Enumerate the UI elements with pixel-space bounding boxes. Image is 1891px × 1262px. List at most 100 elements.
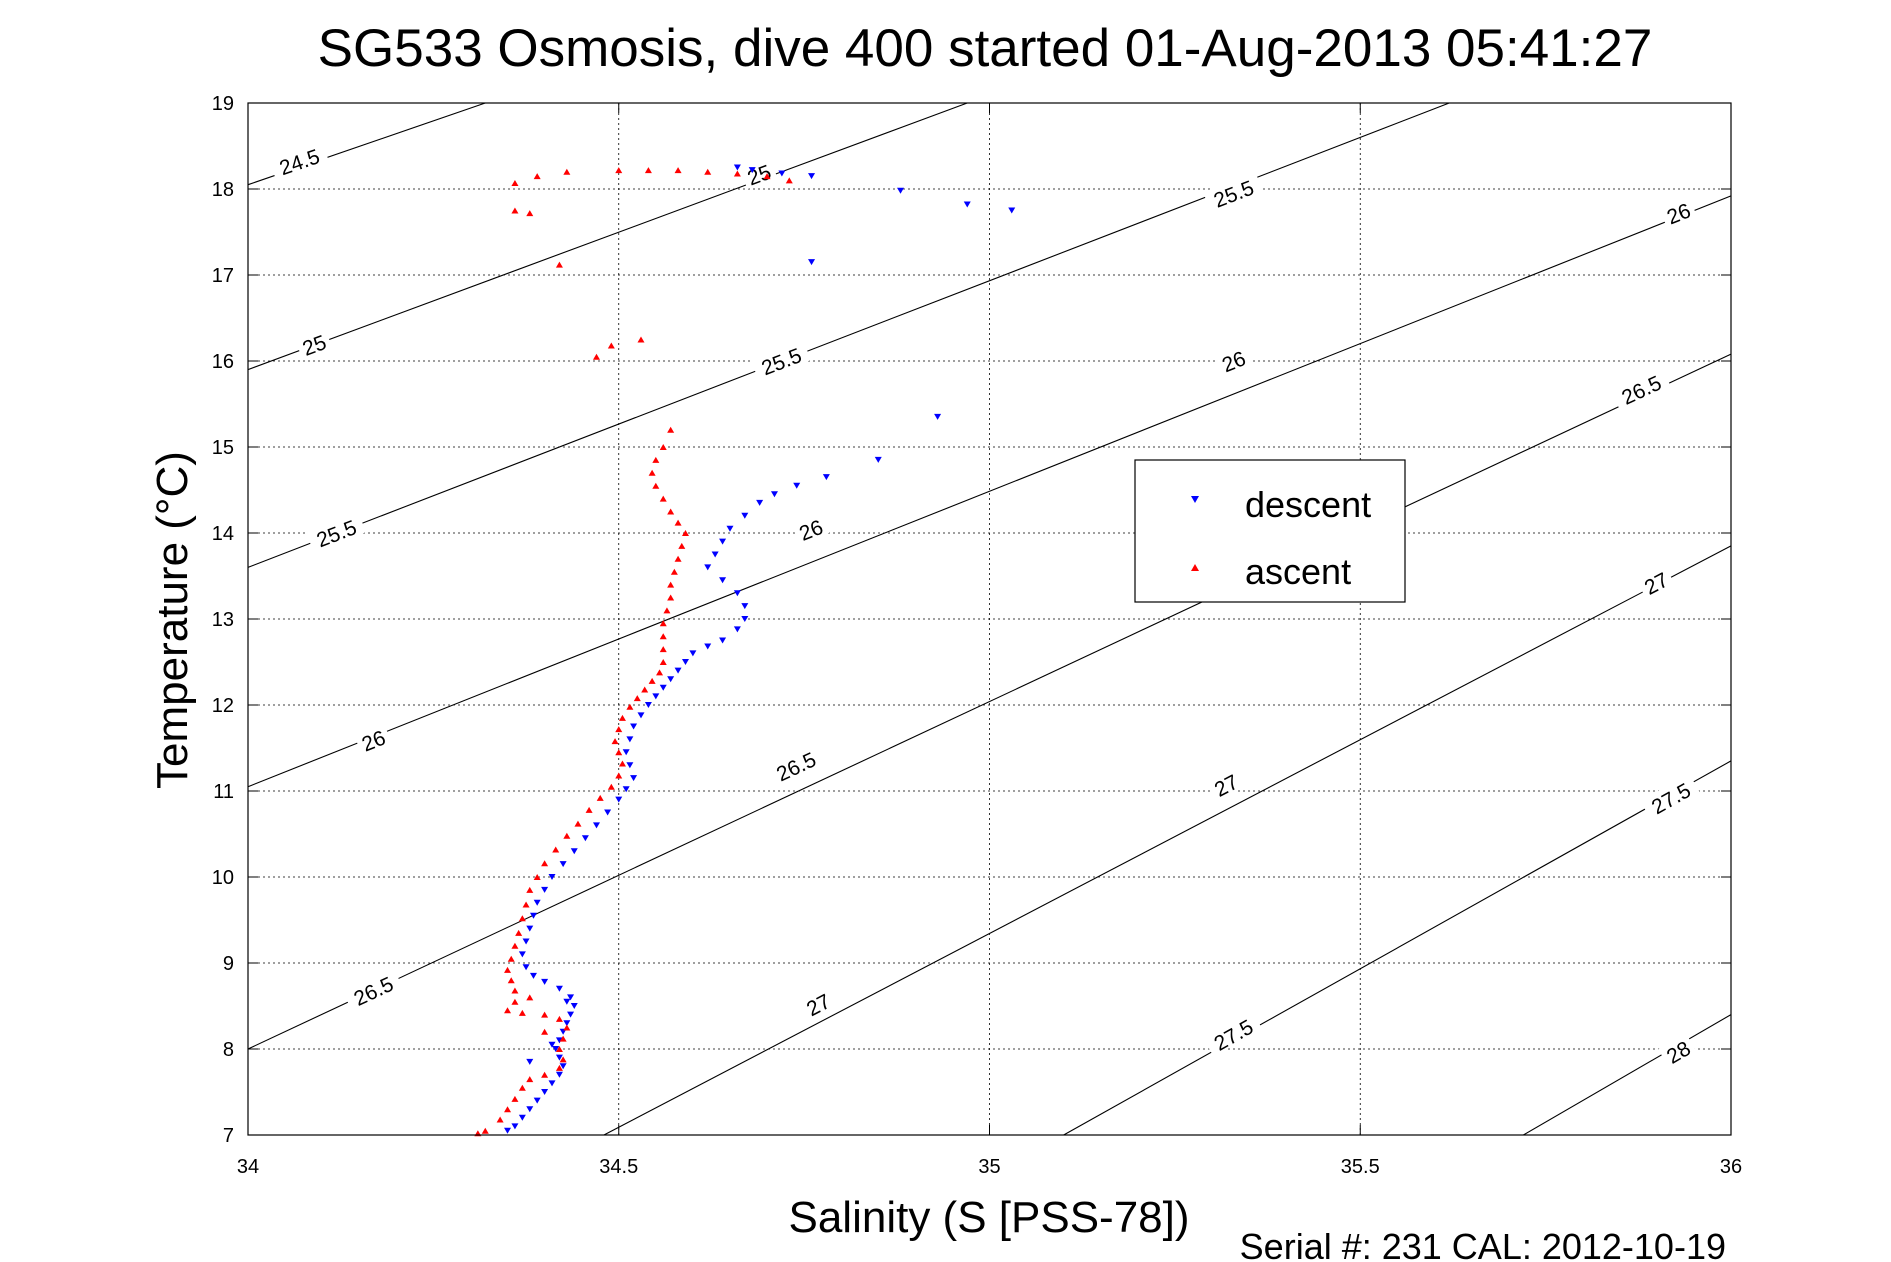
descent-point [559, 861, 567, 868]
descent-point [504, 1127, 512, 1134]
descent-point [622, 749, 630, 756]
contour-label-gap [1610, 366, 1671, 411]
ascent-point [659, 633, 667, 640]
ascent-point [507, 955, 515, 962]
descent-point [626, 736, 634, 743]
descent-point [741, 603, 749, 610]
y-tick-label: 15 [212, 437, 234, 459]
ascent-point [555, 1064, 563, 1071]
y-tick-label: 11 [213, 781, 234, 803]
descent-point [733, 590, 741, 597]
ascent-point [659, 659, 667, 665]
contour-label-gap [294, 327, 333, 360]
descent-point [674, 667, 682, 674]
ascent-point [511, 987, 519, 994]
legend-ascent-marker [1191, 564, 1199, 571]
descent-point [570, 1003, 578, 1009]
ascent-point [663, 607, 671, 614]
ascent-point [504, 1007, 512, 1014]
descent-point [748, 167, 756, 174]
ascent-point [563, 1024, 571, 1031]
descent-point [522, 938, 530, 945]
ascent-point [667, 581, 675, 588]
contour-label-gap [1640, 773, 1701, 821]
descent-point [533, 1097, 541, 1104]
descent-point [526, 1106, 534, 1113]
chart-title: SG533 Osmosis, dive 400 started 01-Aug-2… [318, 19, 1653, 78]
y-tick-label: 10 [212, 867, 234, 889]
ascent-point [648, 469, 656, 476]
grid-lines [248, 103, 1731, 1135]
contour-label-gap [1636, 564, 1675, 600]
ascent-point [667, 508, 675, 515]
descent-point [567, 994, 575, 1001]
ascent-point [507, 977, 515, 984]
descent-point [644, 702, 652, 708]
descent-point [659, 684, 667, 691]
ascent-point [674, 167, 682, 174]
ascent-point [504, 966, 512, 973]
y-tick-label: 7 [223, 1125, 234, 1147]
x-tick-label: 35.5 [1341, 1156, 1380, 1178]
legend-descent-label: descent [1245, 484, 1371, 525]
ascent-point [615, 726, 623, 733]
density-contour-line [1063, 760, 1732, 1136]
ascent-point [533, 874, 541, 880]
descent-point [719, 637, 727, 644]
ascent-point [585, 806, 593, 813]
contour-label-gap [791, 512, 830, 545]
ascent-point [526, 210, 534, 217]
legend-descent-marker [1191, 496, 1199, 503]
x-tick-label: 34.5 [599, 1156, 638, 1178]
descent-point [626, 762, 634, 769]
descent-point [555, 1071, 563, 1078]
ascent-point [656, 669, 664, 676]
descent-point [529, 912, 537, 919]
y-tick-label: 17 [212, 265, 234, 287]
ascent-point [555, 261, 563, 268]
ascent-point [563, 832, 571, 839]
x-tick-label: 34 [237, 1156, 259, 1178]
descent-point [630, 775, 638, 782]
contour-label-gap [1203, 171, 1264, 213]
ascent-point [644, 167, 652, 174]
ascent-point [763, 173, 771, 180]
ascent-point [522, 901, 530, 908]
ascent-point [526, 1076, 534, 1083]
ascent-point [496, 1116, 504, 1123]
contour-label-gap [1214, 343, 1253, 377]
ascent-point [674, 555, 682, 562]
descent-point [822, 474, 830, 481]
descent-point [541, 886, 549, 893]
ascent-point [637, 336, 645, 343]
ascent-point [541, 1071, 549, 1078]
contour-label-gap [1658, 1033, 1697, 1069]
descent-point [555, 985, 563, 992]
descent-point [719, 538, 727, 545]
contour-label-gap [1202, 1010, 1263, 1057]
density-contour-label: 25 [739, 157, 778, 190]
ascent-point [511, 998, 519, 1005]
descent-point [526, 925, 534, 932]
descent-point [567, 1011, 575, 1018]
ascent-point [615, 749, 623, 756]
ascent-point [659, 646, 667, 653]
descent-point [518, 1114, 526, 1121]
descent-point [563, 1020, 571, 1027]
ascent-point [563, 168, 571, 175]
descent-point [874, 456, 882, 463]
contour-label-gap [798, 986, 837, 1021]
descent-point [604, 809, 612, 816]
descent-point [518, 951, 526, 958]
descent-series [504, 164, 1016, 1134]
ascent-point [659, 444, 667, 450]
descent-point [719, 577, 727, 584]
axis-ticks: 34 34.5 35 35.5 36 7 8 9 10 11 12 13 14 15 16 17 18 19 [212, 93, 1742, 1178]
density-contour-line [247, 195, 1732, 788]
contour-label-gap [342, 967, 403, 1012]
descent-point [681, 659, 689, 665]
descent-point [704, 643, 712, 650]
y-tick-label: 18 [212, 179, 234, 201]
descent-point [733, 626, 741, 633]
descent-point [548, 874, 556, 880]
